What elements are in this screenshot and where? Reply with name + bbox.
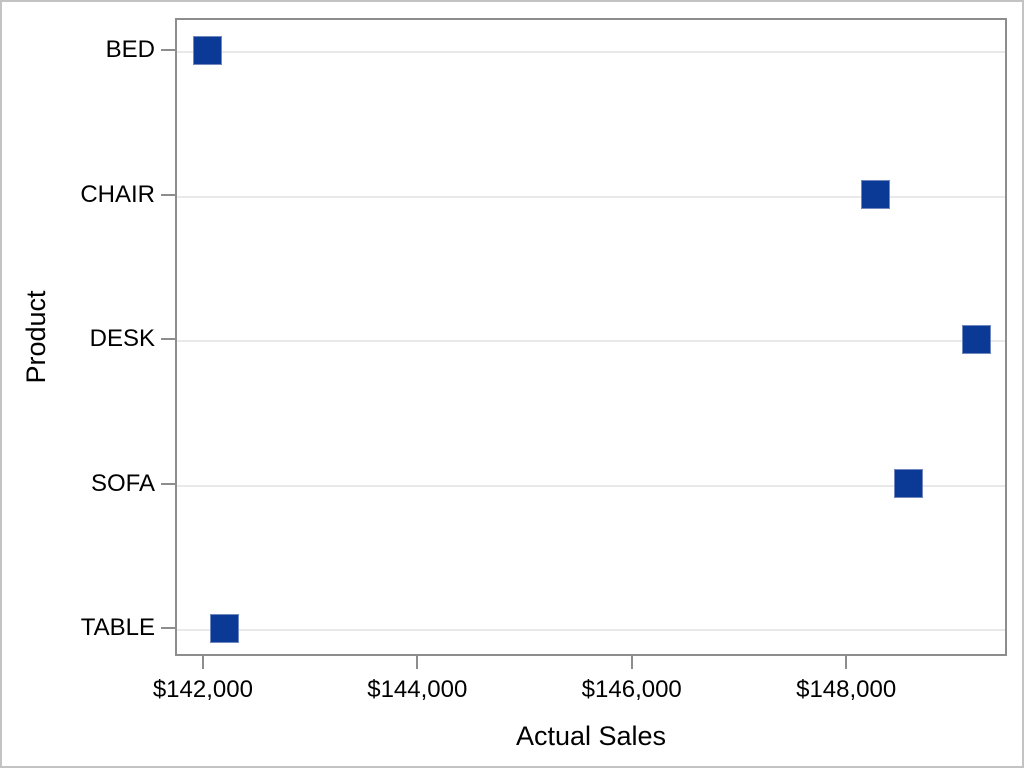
y-category-label: BED xyxy=(105,36,155,63)
x-axis-title: Actual Sales xyxy=(515,721,667,751)
data-point-marker xyxy=(209,613,239,643)
data-point-marker xyxy=(860,180,890,209)
data-point-marker xyxy=(962,324,992,354)
y-tick xyxy=(161,49,175,51)
data-point-marker xyxy=(192,35,222,65)
y-category-label: SOFA xyxy=(90,469,155,497)
y-tick xyxy=(161,338,175,340)
x-tick-label: $148,000 xyxy=(796,676,897,703)
plot-area xyxy=(175,18,1007,656)
gridline xyxy=(177,195,1005,198)
y-category-label: CHAIR xyxy=(80,180,155,208)
gridline xyxy=(177,629,1005,631)
y-category-label: DESK xyxy=(89,325,155,352)
y-tick xyxy=(161,193,175,196)
gridline xyxy=(177,51,1005,53)
gridline xyxy=(177,340,1005,342)
y-tick xyxy=(161,482,175,485)
y-category-label: TABLE xyxy=(80,614,155,641)
x-tick-label: $142,000 xyxy=(152,676,253,703)
x-tick-label: $144,000 xyxy=(367,676,468,703)
x-tick xyxy=(845,656,848,669)
x-tick-label: $146,000 xyxy=(581,676,682,703)
x-tick xyxy=(630,656,633,669)
x-tick xyxy=(201,656,204,669)
x-tick xyxy=(416,656,419,669)
gridline xyxy=(177,484,1005,487)
y-tick xyxy=(161,627,175,629)
y-axis-title: Product xyxy=(21,290,51,384)
data-point-marker xyxy=(893,469,923,498)
